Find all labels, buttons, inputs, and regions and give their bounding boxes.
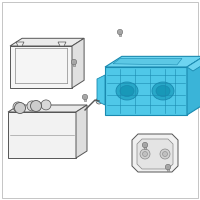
Polygon shape: [132, 134, 178, 172]
Circle shape: [117, 29, 123, 35]
Ellipse shape: [156, 86, 170, 97]
Circle shape: [41, 100, 51, 110]
Bar: [119, 30, 121, 36]
Circle shape: [14, 102, 26, 114]
Bar: [73, 60, 75, 66]
Polygon shape: [187, 56, 200, 115]
Ellipse shape: [116, 82, 138, 100]
Circle shape: [13, 102, 23, 112]
Circle shape: [27, 101, 37, 111]
Circle shape: [140, 149, 150, 159]
Polygon shape: [10, 46, 72, 88]
Ellipse shape: [152, 82, 174, 100]
Polygon shape: [105, 56, 200, 67]
Polygon shape: [76, 105, 87, 158]
Ellipse shape: [120, 86, 134, 97]
Circle shape: [142, 152, 148, 156]
Polygon shape: [72, 38, 84, 88]
Bar: [144, 143, 146, 149]
Polygon shape: [16, 42, 24, 46]
Polygon shape: [97, 75, 105, 105]
Polygon shape: [187, 56, 200, 71]
Polygon shape: [105, 67, 187, 115]
Bar: [167, 165, 169, 171]
Polygon shape: [10, 38, 84, 46]
Circle shape: [30, 100, 42, 112]
Circle shape: [96, 98, 102, 104]
Circle shape: [142, 142, 148, 148]
Polygon shape: [58, 42, 66, 46]
Polygon shape: [137, 139, 173, 169]
Bar: [84, 95, 86, 101]
Circle shape: [71, 59, 77, 65]
Polygon shape: [8, 112, 76, 158]
Circle shape: [82, 94, 88, 100]
Circle shape: [160, 149, 170, 159]
Polygon shape: [8, 105, 87, 112]
Polygon shape: [113, 58, 182, 65]
Circle shape: [162, 152, 168, 156]
Circle shape: [165, 164, 171, 170]
